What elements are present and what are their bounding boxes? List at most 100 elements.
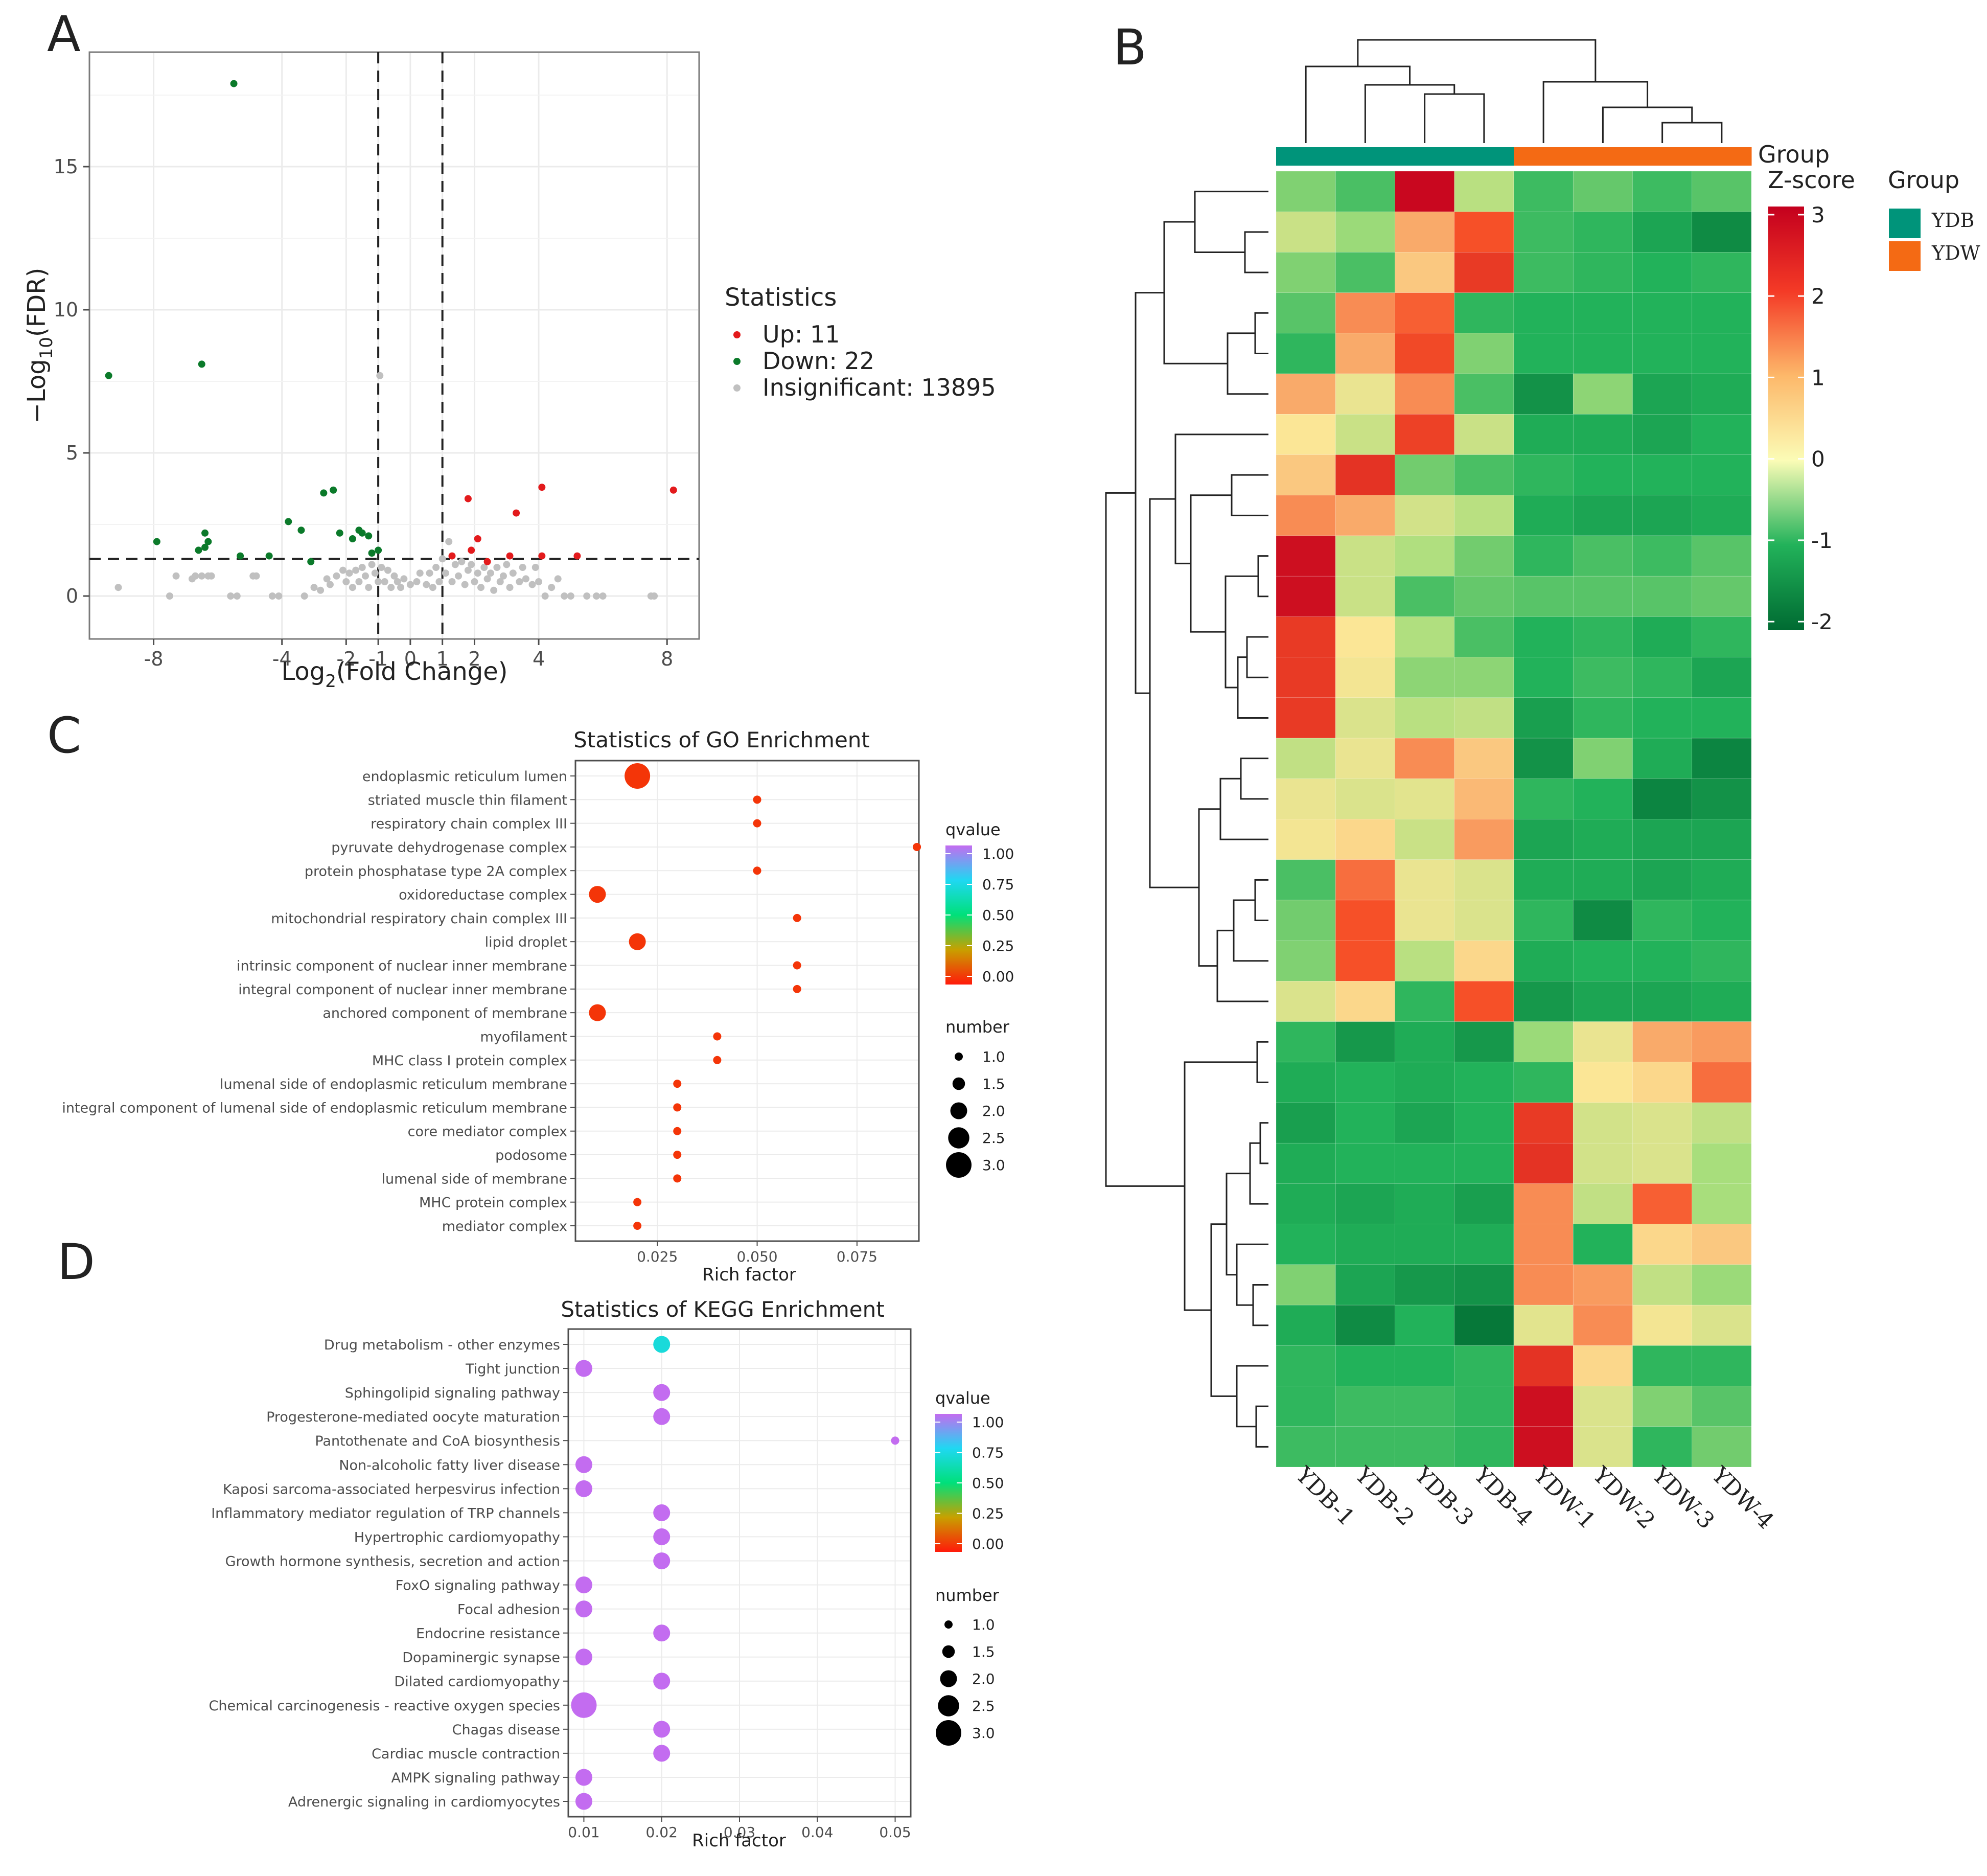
category-label: Non-alcoholic fatty liver disease — [339, 1457, 560, 1473]
heatmap-column-label: YDW-4 — [1706, 1461, 1778, 1534]
heatmap-cell — [1573, 1264, 1633, 1306]
enrichment-point — [793, 985, 801, 993]
category-label: Chemical carcinogenesis - reactive oxyge… — [209, 1698, 560, 1714]
heatmap-cell — [1276, 657, 1336, 698]
kegg-points — [571, 1336, 899, 1810]
heatmap-cell — [1692, 697, 1752, 739]
heatmap-cell — [1395, 454, 1455, 496]
dendrogram-branch — [1219, 777, 1268, 840]
group-bar-ydw — [1632, 147, 1693, 166]
volcano-point-up — [468, 546, 475, 554]
heatmap-cell — [1276, 1386, 1336, 1427]
volcano-point-up — [464, 495, 472, 502]
qvalue-tick-label: 0.25 — [972, 1505, 1004, 1522]
heatmap-cell — [1276, 292, 1336, 334]
x-tick-label: 0.01 — [568, 1824, 599, 1841]
heatmap-cell — [1395, 900, 1455, 941]
volcano-points — [105, 80, 677, 600]
volcano-point-insignificant — [458, 558, 466, 565]
heatmap-cell — [1454, 171, 1514, 212]
group-legend: Group YDB YDW — [1888, 166, 1980, 271]
dendrogram-branch — [1249, 1142, 1268, 1205]
category-label: podosome — [495, 1148, 567, 1163]
heatmap-cell — [1276, 1102, 1336, 1143]
volcano-point-insignificant — [474, 569, 481, 577]
heatmap-cell — [1454, 211, 1514, 253]
group-bar-ydw — [1692, 147, 1752, 166]
number-key-dot — [952, 1077, 965, 1090]
heatmap-cell — [1276, 1426, 1336, 1468]
group-bar-ydb — [1454, 147, 1514, 166]
heatmap-cell — [1692, 981, 1752, 1022]
go-title: Statistics of GO Enrichment — [573, 727, 870, 752]
category-label: Drug metabolism - other enzymes — [324, 1337, 560, 1353]
heatmap-cell — [1335, 1386, 1395, 1427]
volcano-point-insignificant — [599, 592, 607, 600]
volcano-point-insignificant — [487, 569, 494, 577]
heatmap-cell — [1395, 616, 1455, 657]
heatmap-cell — [1573, 657, 1633, 698]
dendrogram-branch — [1252, 1284, 1268, 1326]
category-label: MHC class I protein complex — [372, 1053, 567, 1069]
enrichment-point — [653, 1336, 671, 1353]
kegg-qvalue-legend: qvalue 1.00 0.75 0.50 0.25 0.00 — [935, 1388, 1004, 1552]
volcano-point-insignificant — [503, 561, 511, 568]
panel-label-c: C — [47, 707, 81, 764]
heatmap-cell — [1573, 1062, 1633, 1103]
enrichment-point — [571, 1692, 597, 1718]
heatmap-cell — [1276, 211, 1336, 253]
volcano-point-down — [368, 550, 376, 557]
heatmap-cell — [1454, 859, 1514, 901]
enrichment-point — [589, 886, 606, 903]
category-label: MHC protein complex — [419, 1195, 567, 1211]
enrichment-point — [589, 1004, 606, 1021]
heatmap-cell — [1573, 859, 1633, 901]
heatmap-cell — [1335, 859, 1395, 901]
heatmap-cell — [1632, 1305, 1693, 1346]
heatmap-cell — [1276, 1305, 1336, 1346]
heatmap-cell — [1335, 1305, 1395, 1346]
number-key-dot — [946, 1152, 972, 1178]
enrichment-point — [793, 913, 801, 922]
category-label: Dopaminergic synapse — [402, 1650, 560, 1666]
volcano-point-insignificant — [371, 569, 379, 577]
heatmap-cell — [1692, 373, 1752, 415]
qvalue-tick-label: 0.75 — [982, 876, 1014, 893]
volcano-point-insignificant — [442, 569, 449, 577]
heatmap-cell — [1335, 211, 1395, 253]
volcano-point-down — [153, 538, 160, 545]
zscore-title: Z-score — [1768, 166, 1855, 194]
heatmap-cell — [1692, 292, 1752, 334]
enrichment-point — [793, 961, 801, 970]
category-label: lumenal side of membrane — [382, 1171, 568, 1187]
heatmap-cell — [1454, 616, 1514, 657]
heatmap-cell — [1573, 900, 1633, 941]
category-label: striated muscle thin filament — [368, 792, 567, 808]
enrichment-point — [625, 763, 651, 789]
heatmap-cell — [1454, 1021, 1514, 1063]
group-bar-ydb — [1335, 147, 1395, 166]
heatmap-cell — [1335, 414, 1395, 455]
heatmap-cell — [1513, 616, 1574, 657]
volcano-point-insignificant — [114, 584, 122, 591]
volcano-point-insignificant — [397, 584, 405, 591]
dendrogram-branch — [1254, 879, 1268, 922]
enrichment-point — [673, 1080, 682, 1088]
go-qvalue-legend: qvalue 1.00 0.75 0.50 0.25 0.00 — [945, 820, 1014, 985]
heatmap-cell — [1395, 859, 1455, 901]
heatmap-cell — [1276, 576, 1336, 617]
heatmap-cell — [1513, 1305, 1574, 1346]
x-tick-label: 0.050 — [736, 1248, 777, 1265]
volcano-x-tick-label: 2 — [468, 648, 480, 670]
volcano-point-insignificant — [355, 578, 363, 585]
category-label: Progesterone-mediated oocyte maturation — [266, 1409, 560, 1425]
volcano-point-down — [230, 80, 238, 87]
heatmap-cell — [1276, 940, 1336, 981]
category-label: Cardiac muscle contraction — [372, 1746, 560, 1762]
heatmap-cell — [1692, 1305, 1752, 1346]
volcano-point-up — [448, 552, 456, 560]
enrichment-point — [673, 1103, 682, 1112]
dendrogram-branch — [1257, 555, 1268, 598]
kegg-title: Statistics of KEGG Enrichment — [561, 1297, 884, 1322]
number-key-label: 3.0 — [982, 1157, 1005, 1174]
